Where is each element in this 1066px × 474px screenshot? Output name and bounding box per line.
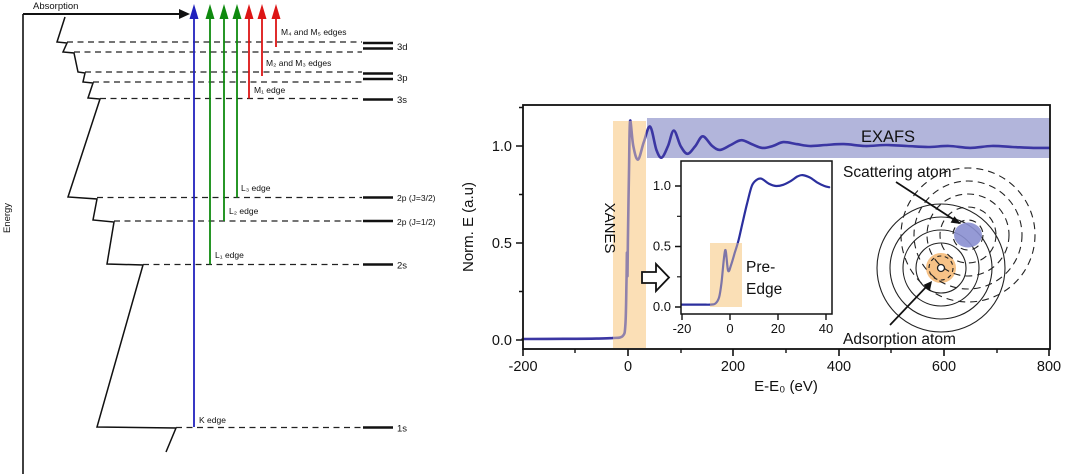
- backscattered-wave-circles: [900, 167, 1036, 303]
- x-tick-400: 400: [827, 359, 851, 375]
- energy-axis-label: Energy: [2, 203, 13, 233]
- m23-edge-arrowhead-icon: [257, 4, 267, 19]
- l1-edge-arrowhead-icon: [205, 4, 215, 19]
- level-label-2s: 2s: [397, 261, 407, 272]
- absorption-axis-arrowhead-icon: [179, 9, 190, 19]
- scattering-diagram: Scattering atom Adsorption atom: [843, 164, 1036, 348]
- x-tick-0: 0: [624, 359, 632, 375]
- x-tick-200: 200: [721, 359, 745, 375]
- y-tick-05: 0.5: [492, 236, 512, 252]
- scattering-atom-arrowhead-icon: [950, 216, 961, 224]
- edge-arrowheads: [189, 4, 281, 19]
- y-axis-minor-ticks: [519, 106, 523, 293]
- level-label-2p32: 2p (J=3/2): [397, 193, 436, 203]
- x-tick-800: 800: [1037, 359, 1061, 375]
- energy-level-diagram: Absorption Energy: [2, 1, 436, 474]
- inset-y-tick-10: 1.0: [653, 178, 671, 193]
- m1-edge-arrowhead-icon: [244, 4, 254, 19]
- scattering-atom: [954, 222, 982, 248]
- inset-y-major-ticks: [675, 185, 681, 308]
- scattering-atom-pointer-line: [895, 181, 957, 222]
- xanes-inset-plot: -20 0 20 40 0.0 0.5 1.0 Pre- Edge: [653, 160, 833, 336]
- pre-edge-label-line2: Edge: [746, 281, 782, 298]
- pre-edge-label-line1: Pre-: [746, 259, 775, 276]
- inset-y-minor-ticks: [677, 215, 681, 278]
- adsorption-atom-nucleus: [936, 263, 946, 273]
- inset-pointer-arrow-icon: [641, 261, 671, 294]
- x-tick-neg200: -200: [508, 359, 537, 375]
- photoelectron-wave-inner-dashed: [928, 255, 954, 281]
- l2-edge-label: L₂ edge: [229, 206, 259, 216]
- x-axis-title: E-E₀ (eV): [754, 378, 818, 395]
- adsorption-atom-label: Adsorption atom: [843, 331, 956, 348]
- inset-curve: [680, 173, 831, 306]
- exafs-region-label: EXAFS: [861, 128, 915, 146]
- level-label-3s: 3s: [397, 95, 407, 106]
- x-tick-600: 600: [932, 359, 956, 375]
- y-axis-title: Norm. E (a.u): [460, 182, 477, 272]
- absorption-staircase-curve: [56, 16, 178, 453]
- m23-edge-label: M₂ and M₃ edges: [266, 58, 331, 68]
- main-spectrum-curve: [521, 119, 1051, 341]
- inset-x-tick-neg20: -20: [673, 321, 692, 336]
- adsorption-atom-pointer-line: [889, 284, 929, 326]
- level-label-3p: 3p: [397, 73, 408, 84]
- inset-x-tick-40: 40: [819, 321, 833, 336]
- y-tick-10: 1.0: [492, 139, 512, 155]
- m1-edge-label: M₁ edge: [254, 85, 285, 95]
- exafs-region-band: [647, 118, 1050, 158]
- xas-spectrum-chart: -200 0 200 400 600 800 0.0 0.5 1.0 E-E₀ …: [460, 104, 1061, 395]
- absorption-axis-label: Absorption: [33, 1, 78, 12]
- k-edge-label: K edge: [199, 415, 226, 425]
- l1-edge-label: L₁ edge: [215, 250, 244, 260]
- inset-x-tick-20: 20: [771, 321, 785, 336]
- level-label-1s: 1s: [397, 424, 407, 435]
- inset-background: [681, 161, 832, 314]
- pre-edge-highlight-overlay: [710, 243, 742, 307]
- inset-frame: [680, 160, 833, 315]
- inset-x-ticks: [681, 314, 827, 320]
- l2-edge-arrowhead-icon: [219, 4, 229, 19]
- l3-edge-arrowhead-icon: [232, 4, 242, 19]
- inset-x-tick-0: 0: [726, 321, 733, 336]
- y-axis-major-ticks: [516, 145, 523, 341]
- adsorption-atom-arrowhead-icon: [923, 281, 932, 292]
- xanes-region-label: XANES: [601, 203, 618, 254]
- inset-y-tick-05: 0.5: [653, 239, 671, 254]
- x-axis-minor-ticks: [574, 349, 998, 353]
- inset-y-tick-00: 0.0: [653, 299, 671, 314]
- l3-edge-label: L₃ edge: [241, 183, 271, 193]
- edge-arrows: [193, 17, 277, 427]
- xanes-region-band-overlay: [613, 121, 646, 348]
- scattering-atom-label: Scattering atom: [843, 164, 952, 181]
- m45-edge-arrowhead-icon: [271, 4, 281, 19]
- k-edge-arrowhead-icon: [189, 4, 199, 19]
- y-tick-00: 0.0: [492, 333, 512, 349]
- energy-level-markers: [363, 41, 393, 429]
- x-axis-major-ticks: [522, 349, 1050, 356]
- level-label-3d: 3d: [397, 42, 408, 53]
- level-label-2p12: 2p (J=1/2): [397, 217, 436, 227]
- m45-edge-label: M₄ and M₅ edges: [281, 27, 346, 37]
